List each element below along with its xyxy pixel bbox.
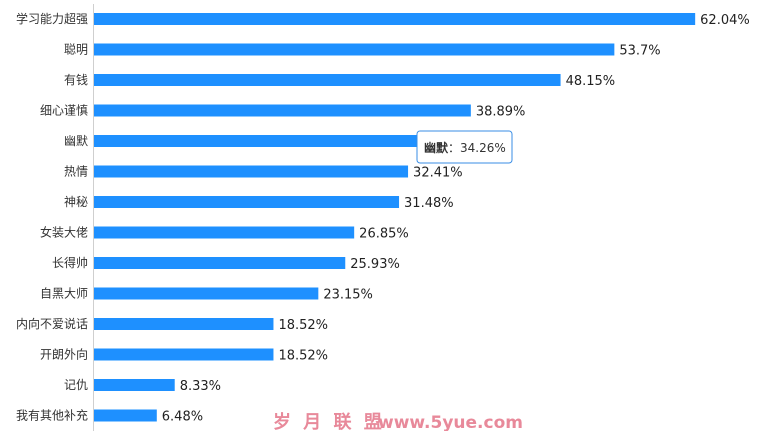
tooltip-box — [416, 130, 513, 164]
category-label: 开朗外向 — [40, 347, 88, 362]
category-label: 幽默 — [64, 133, 88, 148]
value-label: 18.52% — [278, 318, 328, 333]
category-label: 热情 — [64, 165, 88, 179]
value-label: 62.04% — [700, 13, 750, 28]
value-label: 26.85% — [359, 227, 409, 242]
bar[interactable] — [94, 287, 319, 300]
tooltip-label: 幽默 — [424, 140, 449, 155]
value-label: 6.48% — [162, 410, 203, 425]
bar[interactable] — [94, 135, 426, 147]
category-label: 聪明 — [64, 43, 88, 57]
bar[interactable] — [94, 13, 696, 25]
category-label: 细心谨慎 — [40, 104, 88, 118]
category-label: 长得帅 — [52, 255, 88, 270]
bar[interactable] — [94, 379, 175, 391]
category-label: 女装大佬 — [40, 225, 88, 240]
bar[interactable] — [94, 104, 471, 117]
value-label: 53.7% — [619, 44, 660, 59]
svg-text:幽默：34.26%: 幽默：34.26% — [424, 140, 506, 155]
tooltip-value: 34.26% — [460, 141, 506, 155]
bar[interactable] — [94, 196, 400, 208]
value-label: 32.41% — [413, 166, 463, 181]
value-label: 23.15% — [323, 288, 373, 303]
tooltip-separator: ： — [448, 141, 460, 155]
bar[interactable] — [94, 43, 615, 56]
value-label: 31.48% — [404, 196, 454, 211]
value-label: 48.15% — [566, 74, 616, 89]
category-label: 自黑大师 — [40, 287, 88, 301]
bar[interactable] — [94, 318, 274, 330]
value-label: 25.93% — [350, 257, 400, 272]
bar[interactable] — [94, 409, 157, 422]
category-label: 记仇 — [64, 378, 88, 392]
watermark-url: www.5yue.com — [378, 413, 523, 431]
watermark-text: 岁 月 联 盟 — [273, 411, 385, 431]
bar[interactable] — [94, 74, 561, 86]
category-label: 内向不爱说话 — [16, 316, 88, 331]
value-label: 38.89% — [476, 105, 526, 120]
value-label: 8.33% — [180, 379, 221, 394]
category-label: 神秘 — [64, 195, 88, 209]
category-label: 我有其他补充 — [16, 408, 88, 423]
tooltip: 幽默：34.26% — [416, 130, 513, 164]
category-label: 学习能力超强 — [16, 11, 88, 26]
watermark: 岁 月 联 盟 www.5yue.com — [273, 411, 523, 431]
bar[interactable] — [94, 165, 409, 178]
bar[interactable] — [94, 226, 355, 239]
category-label: 有钱 — [64, 72, 88, 87]
bar[interactable] — [94, 257, 346, 269]
bars-layer: 学习能力超强 62.04% 聪明 53.7% 有钱 48.15% 细心谨慎 38.89% 幽默热… — [16, 11, 750, 425]
value-label: 18.52% — [278, 349, 328, 364]
bar[interactable] — [94, 348, 274, 361]
